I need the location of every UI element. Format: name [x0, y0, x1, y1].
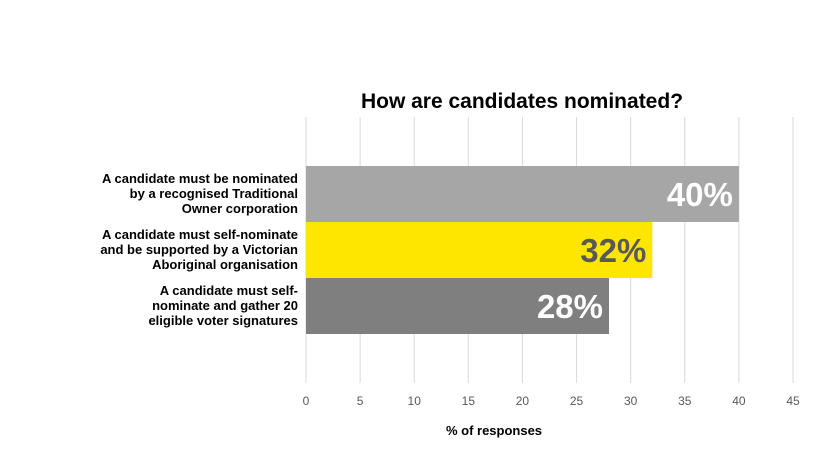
bar-3: [306, 278, 610, 334]
bar-1: [306, 166, 739, 222]
x-tick-label-30: 30: [624, 394, 638, 408]
category-label-2-line-3: Aboriginal organisation: [152, 257, 298, 272]
bars: [306, 166, 739, 334]
category-label-1: A candidate must be nominated by a recogn…: [102, 171, 298, 216]
bar-2: [306, 222, 653, 278]
category-label-3-line-1: A candidate must self-: [160, 283, 298, 298]
x-tick-label-0: 0: [303, 394, 310, 408]
category-label-1-line-1: A candidate must be nominated: [102, 171, 298, 186]
data-label-3: 28%: [537, 288, 603, 325]
x-tick-labels: 0 5 10 15 20 25 30 35 40 45: [303, 394, 800, 408]
x-tick-label-15: 15: [462, 394, 476, 408]
category-label-3: A candidate must self-nominate and gathe…: [148, 283, 298, 328]
x-tick-label-25: 25: [570, 394, 584, 408]
category-label-1-line-3: Owner corporation: [182, 201, 298, 216]
category-label-2-line-1: A candidate must self-nominate: [102, 227, 298, 242]
category-label-3-line-2: nominate and gather 20: [152, 298, 298, 313]
x-tick-label-20: 20: [516, 394, 530, 408]
chart-title: How are candidates nominated?: [361, 90, 683, 113]
x-axis-title: % of responses: [446, 423, 542, 438]
category-label-2-line-2: and be supported by a Victorian: [100, 242, 298, 257]
category-label-3-line-3: eligible voter signatures: [148, 313, 298, 328]
data-label-1: 40%: [667, 176, 733, 213]
data-label-2: 32%: [580, 232, 646, 269]
data-labels: 40% 32% 28%: [537, 176, 733, 325]
x-tick-label-10: 10: [408, 394, 422, 408]
x-tick-label-40: 40: [732, 394, 746, 408]
category-label-1-line-2: by a recognised Traditional: [130, 186, 298, 201]
x-tick-label-45: 45: [786, 394, 800, 408]
x-tick-label-35: 35: [678, 394, 692, 408]
x-tick-label-5: 5: [357, 394, 364, 408]
category-label-2: A candidate must self-nominate and be sup…: [100, 227, 298, 272]
category-labels: A candidate must be nominated by a recogn…: [100, 171, 298, 328]
